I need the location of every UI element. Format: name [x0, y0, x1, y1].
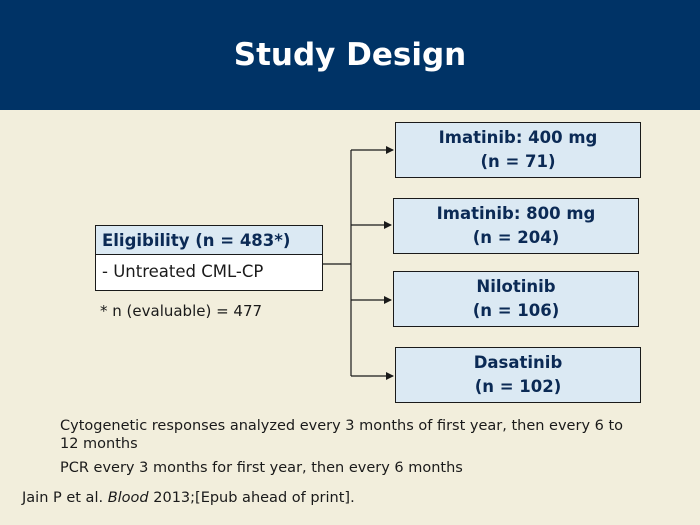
slide-header: Study Design	[0, 0, 700, 110]
arm-n: (n = 204)	[472, 228, 560, 247]
arm-box-imatinib-400: Imatinib: 400 mg (n = 71)	[395, 122, 641, 178]
arm-drug: Imatinib: 400 mg	[438, 128, 598, 147]
note-cytogenetic: Cytogenetic responses analyzed every 3 m…	[60, 418, 624, 452]
citation-details: 2013;[Epub ahead of print].	[148, 490, 355, 506]
citation-journal: Blood	[107, 490, 149, 506]
eligibility-header: Eligibility (n = 483*)	[96, 226, 322, 255]
arm-drug: Dasatinib	[473, 353, 563, 372]
arm-n: (n = 71)	[480, 152, 556, 171]
arm-n: (n = 106)	[472, 301, 560, 320]
citation: Jain P et al. Blood 2013;[Epub ahead of …	[22, 490, 355, 506]
slide-title: Study Design	[233, 37, 467, 73]
eligibility-footnote: * n (evaluable) = 477	[100, 302, 263, 320]
arm-drug: Imatinib: 800 mg	[436, 204, 596, 223]
eligibility-criterion: - Untreated CML-CP	[102, 262, 264, 281]
arm-drug: Nilotinib	[476, 277, 556, 296]
assessment-notes: Cytogenetic responses analyzed every 3 m…	[60, 417, 630, 483]
arm-box-imatinib-800: Imatinib: 800 mg (n = 204)	[393, 198, 639, 254]
eligibility-box: Eligibility (n = 483*) - Untreated CML-C…	[95, 225, 323, 291]
arm-box-nilotinib: Nilotinib (n = 106)	[393, 271, 639, 327]
arm-n: (n = 102)	[474, 377, 562, 396]
arm-box-dasatinib: Dasatinib (n = 102)	[395, 347, 641, 403]
citation-authors: Jain P et al.	[22, 490, 108, 506]
note-pcr: PCR every 3 months for first year, then …	[60, 460, 463, 476]
